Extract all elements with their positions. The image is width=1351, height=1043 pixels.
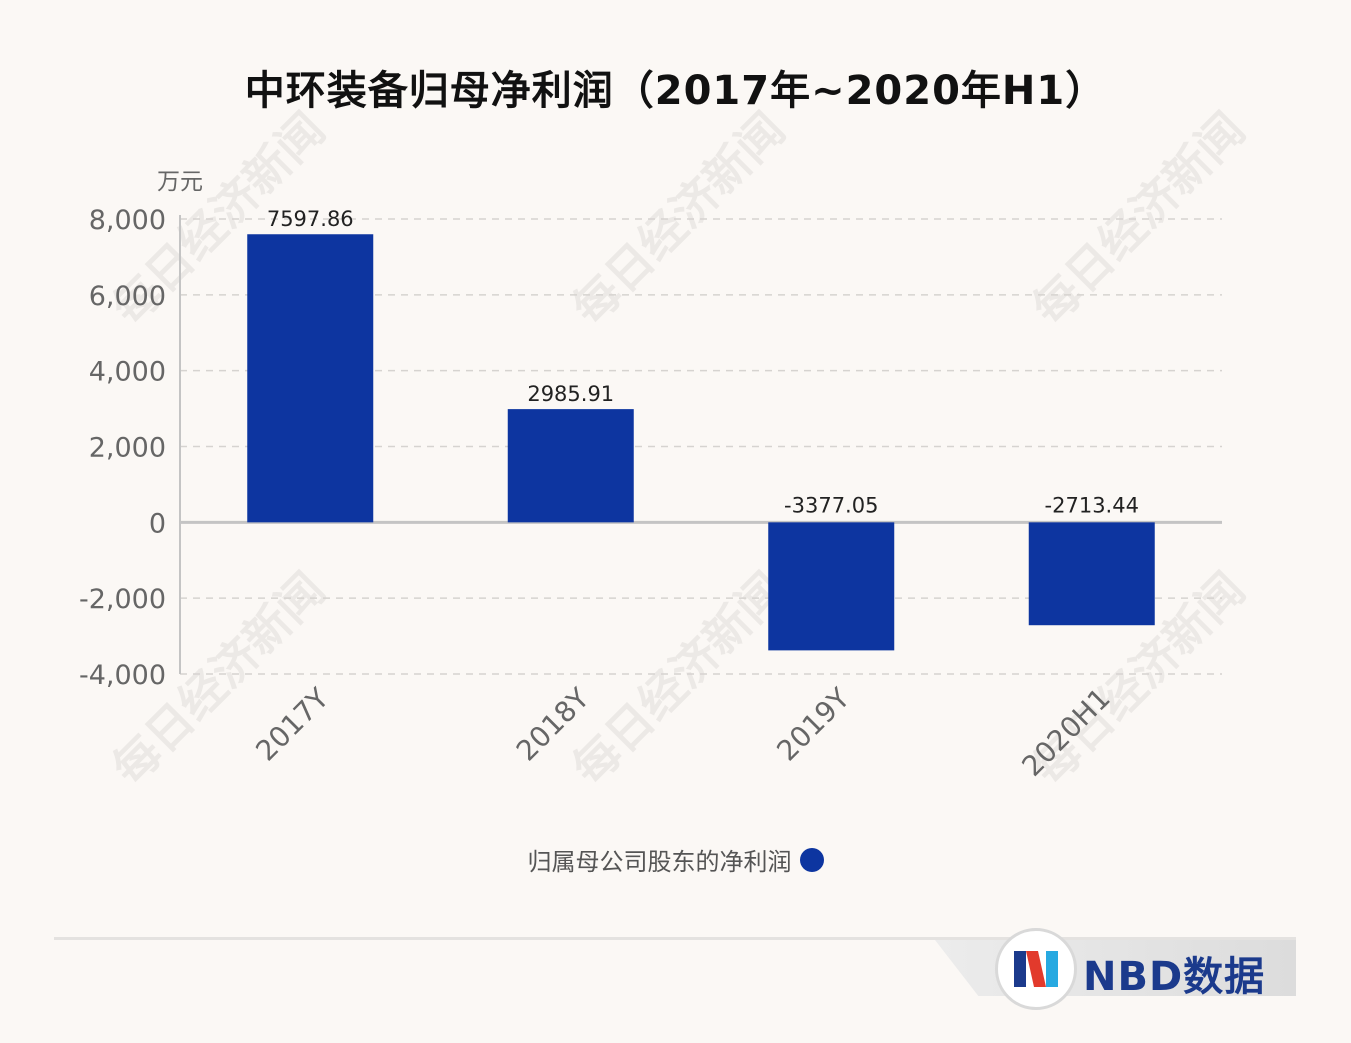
nbd-logo-icon: N	[1014, 951, 1058, 987]
data-label: 2985.91	[527, 382, 614, 406]
x-tick-label: 2019Y	[770, 681, 856, 767]
y-tick-label: 6,000	[89, 281, 166, 312]
data-labels: 7597.86 2985.91 -3377.05 -2713.44	[267, 207, 1139, 517]
bar	[1028, 522, 1155, 626]
y-tick-label: 2,000	[89, 433, 166, 464]
nbd-logo: N	[995, 928, 1077, 1010]
y-tick-label: -4,000	[79, 660, 166, 691]
data-label: 7597.86	[267, 207, 354, 231]
y-tick-label: 4,000	[89, 357, 166, 388]
watermark-text: 每日经济新闻	[562, 562, 795, 795]
legend: 归属母公司股东的净利润	[0, 842, 1351, 877]
bar	[507, 409, 634, 523]
data-label: -2713.44	[1045, 493, 1139, 517]
y-axis-unit-label: 万元	[157, 169, 203, 195]
y-tick-label: -2,000	[79, 584, 166, 615]
bar	[768, 522, 895, 651]
data-label: -3377.05	[784, 493, 878, 517]
legend-label: 归属母公司股东的净利润	[527, 848, 792, 876]
footer-brand: NBD数据	[1083, 954, 1266, 1000]
footer-divider	[54, 937, 1296, 940]
y-tick-label: 0	[149, 508, 166, 539]
bar	[247, 234, 374, 523]
chart-title: 中环装备归母净利润（2017年~2020年H1）	[244, 68, 1107, 114]
x-tick-label: 2017Y	[249, 681, 335, 767]
legend-swatch	[799, 847, 824, 872]
y-tick-label: 8,000	[89, 205, 166, 236]
bars	[247, 234, 1155, 651]
